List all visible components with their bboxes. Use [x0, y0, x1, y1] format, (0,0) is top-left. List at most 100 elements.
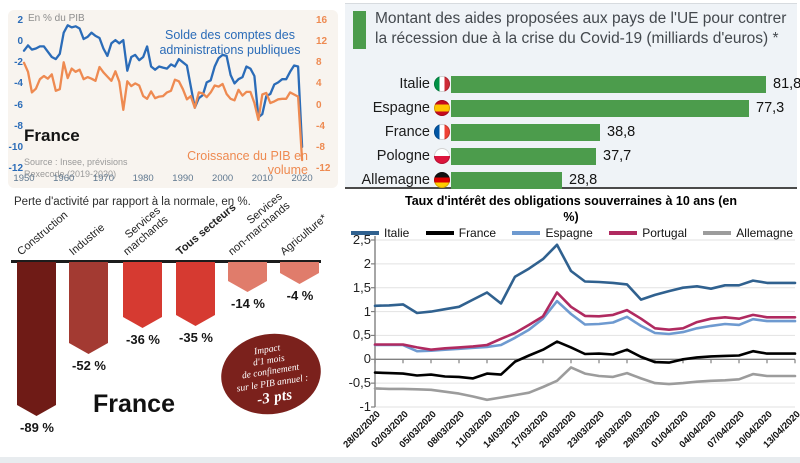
activity-bar — [228, 262, 267, 292]
aid-bar-value: 38,8 — [607, 124, 636, 140]
aid-bar-value: 37,7 — [603, 148, 632, 164]
right-axis-tick: 0 — [316, 99, 322, 111]
activity-loss-chart-panel: Perte d'activité par rapport à la normal… — [5, 190, 342, 455]
legend-item: Portugal — [609, 226, 687, 240]
legend-swatch-portugal — [609, 231, 638, 235]
left-axis-tick: -8 — [14, 120, 23, 132]
aid-bar-value: 77,3 — [756, 100, 785, 116]
x-axis-tick: 2020 — [291, 173, 313, 184]
rates-chart-title: Taux d'intérêt des obligations souverrai… — [405, 194, 738, 224]
x-axis-tick: 1970 — [92, 173, 114, 184]
activity-bar — [176, 262, 215, 326]
france-flag-icon — [434, 124, 450, 140]
y-axis-tick: 2 — [363, 255, 371, 271]
legend-item: France — [425, 226, 497, 240]
aid-country-label: Italie — [399, 76, 430, 92]
aid-row: Allemagne 28,8 — [345, 172, 797, 190]
right-axis-tick: 8 — [316, 57, 322, 69]
aid-bar — [451, 76, 766, 93]
x-axis-tick: 1980 — [132, 173, 154, 184]
sovereign-rates-chart-panel: Taux d'intérêt des obligations souverrai… — [341, 193, 800, 455]
legend-item: Espagne — [512, 226, 593, 240]
right-axis-tick: 16 — [316, 15, 328, 26]
y-axis-tick: -1 — [359, 399, 371, 414]
axis-unit-label: En % du PIB — [28, 13, 85, 24]
espagne-flag-icon — [434, 100, 450, 116]
left-axis-tick: -6 — [14, 99, 23, 111]
lockdown-impact-badge: Impact d'1 mois de confinement sur le PI… — [215, 326, 327, 422]
right-axis-tick: 4 — [316, 78, 322, 90]
source-note: Source : Insee, prévisions Rexecode (201… — [24, 156, 128, 180]
y-axis-tick: -0,5 — [348, 375, 371, 391]
public-accounts-chart-panel: En % du PIB Solde des comptes des admini… — [8, 10, 338, 188]
activity-bar-value: -4 % — [286, 288, 314, 303]
country-label: France — [93, 390, 175, 418]
left-axis-tick: -10 — [8, 141, 23, 153]
right-axis-tick: -4 — [316, 120, 325, 132]
aid-bar — [451, 124, 600, 141]
x-axis-tick: 1950 — [13, 173, 35, 184]
eu-aid-chart-panel: Montant des aides proposées aux pays de … — [345, 3, 800, 190]
activity-category-label: Agriculture* — [278, 212, 330, 258]
pologne-flag-icon — [434, 148, 450, 164]
left-axis-tick: 0 — [17, 36, 23, 48]
allemagne-flag-icon — [434, 172, 450, 188]
legend-label: Allemagne — [736, 226, 793, 240]
y-axis-tick: 1 — [363, 303, 371, 319]
legend-label: Portugal — [642, 226, 687, 240]
rates-series-allemagne — [373, 366, 797, 402]
italie-flag-icon — [434, 76, 450, 92]
right-axis-tick: 12 — [316, 36, 328, 48]
aid-row: Espagne 77,3 — [345, 100, 797, 118]
right-axis-tick: -8 — [316, 141, 325, 153]
activity-bar-value: -35 % — [179, 330, 213, 345]
activity-bar — [17, 262, 56, 416]
aid-row: France 38,8 — [345, 124, 797, 142]
aid-chart-title: Montant des aides proposées aux pays de … — [375, 10, 787, 48]
left-axis-tick: -4 — [14, 78, 23, 90]
rates-series-france — [373, 340, 797, 380]
rates-series-espagne — [373, 299, 797, 353]
y-axis-tick: 2,5 — [352, 232, 371, 247]
aid-bar — [451, 100, 749, 117]
legend-label: Espagne — [545, 226, 593, 240]
aid-bar-value: 28,8 — [569, 172, 598, 188]
y-axis-tick: 0,5 — [352, 327, 371, 343]
legend-item: Italie — [351, 226, 409, 240]
x-axis-tick: 2010 — [251, 173, 273, 184]
activity-category-label: Services marchands — [121, 204, 171, 258]
activity-category-label: Construction — [15, 209, 71, 258]
rates-series-italie — [373, 243, 797, 315]
activity-chart-title: Perte d'activité par rapport à la normal… — [14, 196, 251, 208]
aid-country-label: Espagne — [372, 100, 430, 116]
baseline-axis — [11, 260, 321, 263]
series-line-solde — [22, 24, 304, 149]
left-axis-tick: -12 — [8, 163, 23, 174]
aid-bar — [451, 172, 562, 189]
legend-swatch-france — [425, 231, 454, 235]
series-line-croissance — [22, 61, 304, 162]
right-axis-tick: -12 — [316, 163, 331, 174]
activity-bar-value: -36 % — [126, 332, 160, 347]
activity-bar-value: -14 % — [231, 296, 265, 311]
activity-bar-value: -52 % — [72, 358, 106, 373]
rates-legend: Italie France Espagne Portugal Allemagne — [351, 226, 793, 240]
source-line-1: Source : Insee, prévisions — [24, 157, 128, 167]
legend-swatch-espagne — [512, 231, 541, 235]
activity-bar — [280, 262, 319, 284]
x-axis-tick: 1960 — [53, 173, 75, 184]
aid-bar-value: 81,8 — [773, 76, 800, 92]
public-accounts-line-chart — [22, 24, 304, 162]
legend-label: France — [458, 226, 497, 240]
rates-line-chart — [371, 236, 797, 408]
series-solde-label: Solde des comptes des administrations pu… — [159, 28, 301, 57]
legend-label: Italie — [384, 226, 410, 240]
country-label: France — [24, 126, 80, 145]
bottom-strip — [0, 457, 800, 463]
activity-bar — [69, 262, 108, 354]
aid-bar — [451, 148, 596, 165]
y-axis-tick: 1,5 — [352, 279, 371, 295]
activity-bar-value: -89 % — [20, 420, 54, 435]
left-axis-tick: -2 — [14, 57, 23, 69]
rates-series-portugal — [373, 291, 797, 351]
